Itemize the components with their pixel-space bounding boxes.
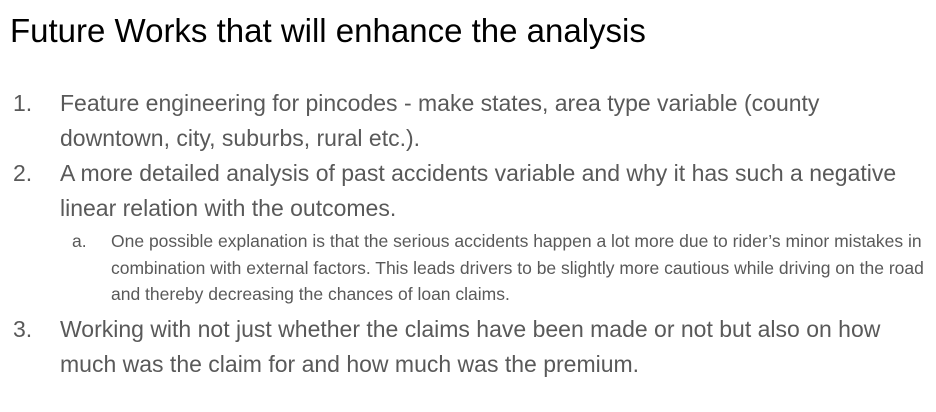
list-item-text: Feature engineering for pincodes - make …	[60, 90, 820, 151]
sub-list-item: a. One possible explanation is that the …	[60, 228, 936, 308]
list-item-number: 1.	[13, 90, 33, 116]
sub-list-item-letter: a.	[72, 231, 87, 251]
list-item-text: A more detailed analysis of past acciden…	[60, 160, 897, 221]
list-item: 2. A more detailed analysis of past acci…	[0, 156, 936, 308]
slide-title: Future Works that will enhance the analy…	[10, 12, 646, 49]
list-item: 1. Feature engineering for pincodes - ma…	[0, 86, 936, 156]
list-item-number: 2.	[13, 160, 33, 186]
future-works-list: 1. Feature engineering for pincodes - ma…	[0, 86, 936, 382]
list-item-number: 3.	[13, 315, 33, 342]
list-item-text: Working with not just whether the claims…	[60, 315, 881, 377]
sub-list-item-text: One possible explanation is that the ser…	[111, 231, 924, 304]
list-item: 3. Working with not just whether the cla…	[0, 312, 936, 382]
